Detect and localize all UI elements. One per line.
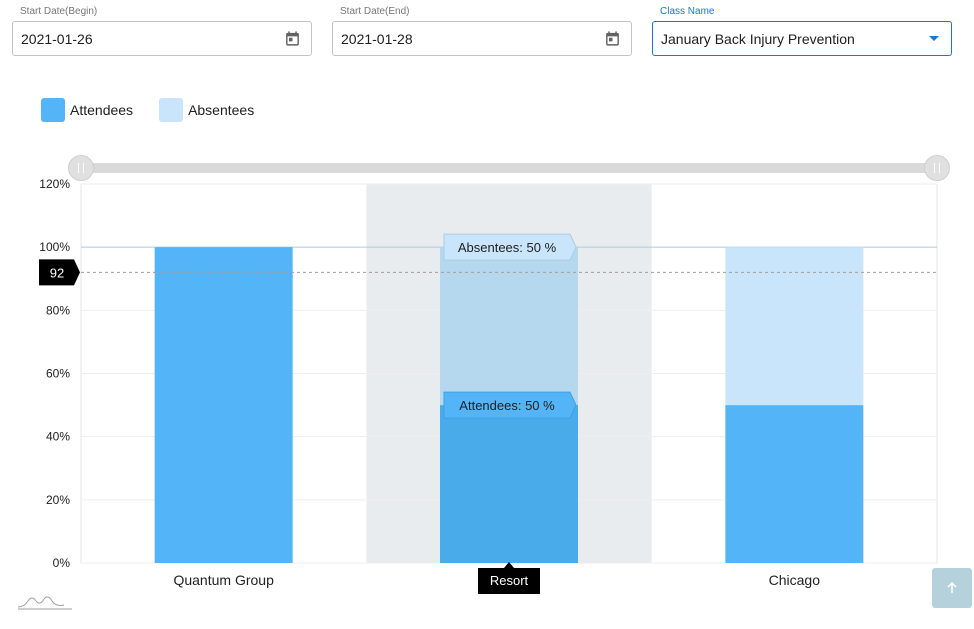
chevron-down-icon[interactable] [929, 36, 939, 41]
scroll-top-button[interactable] [932, 568, 972, 608]
scroll-track[interactable] [80, 163, 938, 173]
class-name-label: Class Name [660, 6, 715, 17]
y-tick-label: 100% [39, 240, 70, 254]
scroll-handle-right[interactable] [924, 155, 950, 181]
y-tick-label: 80% [46, 303, 70, 317]
calendar-icon[interactable] [284, 30, 301, 47]
legend-item-absentees[interactable]: Absentees [159, 98, 254, 122]
category-tooltip-label: Resort [490, 573, 529, 588]
y-tick-label: 60% [46, 367, 70, 381]
chart-legend: Attendees Absentees [41, 98, 280, 122]
tooltip-attendees-box [443, 391, 577, 419]
start-date-end-label: Start Date(End) [340, 6, 410, 17]
tooltip-attendees-label: Attendees: 50 % [459, 398, 555, 413]
start-date-end-value: 2021-01-28 [341, 30, 413, 47]
tooltip-absentees-box [443, 233, 577, 261]
chart-range-scrollbar[interactable] [68, 155, 950, 181]
bar-attendees-resort[interactable] [440, 405, 578, 563]
start-date-begin-label: Start Date(Begin) [20, 6, 98, 17]
scroll-handle-left[interactable] [68, 155, 94, 181]
x-tick-label: Quantum Group [173, 572, 274, 588]
arrow-up-icon [947, 581, 957, 593]
calendar-icon[interactable] [604, 30, 621, 47]
tooltip-absentees-label: Absentees: 50 % [458, 240, 557, 255]
y-tick-label: 40% [46, 430, 70, 444]
start-date-begin-input[interactable]: 2021-01-26 [12, 21, 312, 56]
crosshair-label: 92 [50, 265, 64, 280]
legend-item-attendees[interactable]: Attendees [41, 98, 133, 122]
x-tick-label: Chicago [769, 572, 821, 588]
mini-chart-icon[interactable] [18, 593, 72, 611]
y-tick-label: 20% [46, 493, 70, 507]
bar-attendees-chicago[interactable] [725, 405, 864, 563]
start-date-begin-value: 2021-01-26 [21, 30, 93, 47]
legend-label-absentees: Absentees [188, 102, 255, 118]
category-tooltip-box [478, 562, 540, 594]
legend-label-attendees: Attendees [70, 102, 134, 118]
legend-swatch-absentees [159, 98, 184, 122]
y-tick-label: 0% [53, 556, 71, 570]
start-date-end-input[interactable]: 2021-01-28 [332, 21, 632, 56]
bar-absentees-chicago[interactable] [725, 247, 864, 406]
class-name-value: January Back Injury Prevention [661, 30, 855, 47]
y-tick-label: 120% [39, 177, 70, 191]
bar-absentees-resort[interactable] [440, 247, 578, 406]
legend-swatch-attendees [41, 98, 65, 122]
class-name-select[interactable]: January Back Injury Prevention [652, 21, 952, 56]
crosshair-label-box [39, 259, 80, 286]
bar-attendees-quantum-group[interactable] [154, 247, 293, 563]
